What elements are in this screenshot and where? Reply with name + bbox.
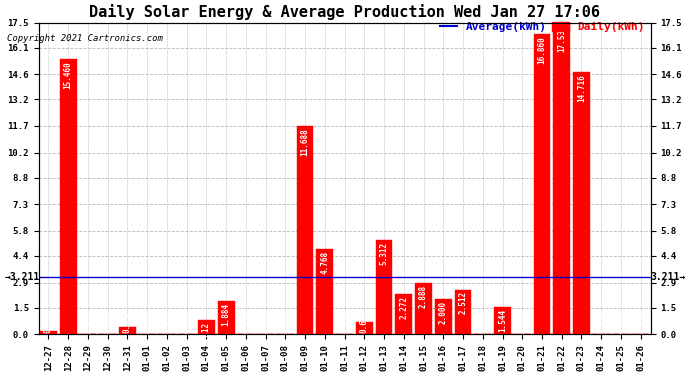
Bar <box>553 22 570 334</box>
Text: 0.000: 0.000 <box>143 310 152 333</box>
Text: 16.860: 16.860 <box>538 36 546 64</box>
Text: 0.000: 0.000 <box>241 310 250 333</box>
Bar <box>573 72 590 334</box>
Bar <box>494 307 511 334</box>
Bar <box>375 240 393 334</box>
Text: 0.176: 0.176 <box>44 310 53 333</box>
Bar <box>455 290 471 334</box>
Text: 5.312: 5.312 <box>380 242 388 265</box>
Text: →3.211: →3.211 <box>4 272 39 282</box>
Text: 0.672: 0.672 <box>359 310 369 333</box>
Text: 2.888: 2.888 <box>419 285 428 308</box>
Text: 0.000: 0.000 <box>182 310 191 333</box>
Bar <box>533 34 551 334</box>
Text: 0.432: 0.432 <box>123 310 132 333</box>
Text: 17.536: 17.536 <box>558 24 566 52</box>
Text: 15.460: 15.460 <box>63 61 72 88</box>
Bar <box>356 322 373 334</box>
Legend: Average(kWh), Daily(kWh): Average(kWh), Daily(kWh) <box>440 22 645 32</box>
Text: 0.812: 0.812 <box>202 321 211 345</box>
Text: 2.512: 2.512 <box>459 291 468 314</box>
Text: 2.272: 2.272 <box>400 296 408 319</box>
Text: 0.000: 0.000 <box>518 310 526 333</box>
Bar <box>40 331 57 334</box>
Bar <box>317 249 333 334</box>
Text: 0.000: 0.000 <box>636 310 645 333</box>
Text: 0.000: 0.000 <box>597 310 606 333</box>
Bar <box>297 126 313 334</box>
Text: 0.000: 0.000 <box>616 310 625 333</box>
Text: 0.000: 0.000 <box>281 310 290 333</box>
Text: Copyright 2021 Cartronics.com: Copyright 2021 Cartronics.com <box>7 34 163 43</box>
Bar <box>218 301 235 334</box>
Bar <box>60 59 77 334</box>
Text: 1.544: 1.544 <box>498 309 507 332</box>
Bar <box>198 320 215 334</box>
Text: 0.016: 0.016 <box>340 310 349 333</box>
Text: 14.716: 14.716 <box>577 74 586 102</box>
Text: 11.688: 11.688 <box>301 128 310 156</box>
Bar <box>119 327 136 334</box>
Text: 1.884: 1.884 <box>221 303 230 326</box>
Title: Daily Solar Energy & Average Production Wed Jan 27 17:06: Daily Solar Energy & Average Production … <box>89 4 600 20</box>
Bar <box>395 294 412 334</box>
Text: 0.000: 0.000 <box>478 310 487 333</box>
Text: 2.000: 2.000 <box>439 300 448 324</box>
Bar <box>415 283 432 334</box>
Text: 0.000: 0.000 <box>103 310 112 333</box>
Text: 0.000: 0.000 <box>261 310 270 333</box>
Text: 3.211→: 3.211→ <box>651 272 686 282</box>
Text: 0.000: 0.000 <box>162 310 171 333</box>
Bar <box>435 298 452 334</box>
Text: 4.768: 4.768 <box>320 251 329 274</box>
Text: 0.000: 0.000 <box>83 310 92 333</box>
